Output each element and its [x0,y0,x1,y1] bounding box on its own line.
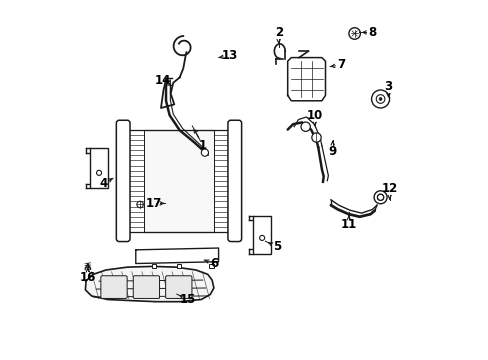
Text: 8: 8 [367,26,376,39]
Text: 16: 16 [80,271,96,284]
FancyBboxPatch shape [227,120,241,242]
Circle shape [375,95,384,103]
FancyBboxPatch shape [116,120,130,242]
Circle shape [201,149,208,156]
Circle shape [137,201,143,208]
Circle shape [311,133,321,142]
Text: 10: 10 [306,109,322,122]
Circle shape [378,98,381,100]
Bar [90,148,107,188]
Bar [253,216,270,254]
FancyBboxPatch shape [133,276,159,298]
Text: 6: 6 [209,257,218,270]
Polygon shape [136,248,218,264]
Circle shape [301,122,310,131]
Bar [177,264,181,268]
Circle shape [371,90,389,108]
Text: 5: 5 [272,240,281,253]
Polygon shape [85,266,213,302]
Text: 12: 12 [381,183,397,195]
Circle shape [348,28,360,39]
Text: 17: 17 [145,197,162,210]
Text: 9: 9 [328,145,336,158]
Text: 14: 14 [154,75,170,87]
Text: 4: 4 [99,177,107,190]
Text: 1: 1 [199,139,207,152]
Text: 7: 7 [337,58,345,71]
Text: 2: 2 [274,26,282,39]
Bar [151,264,156,268]
FancyBboxPatch shape [165,276,192,298]
Circle shape [377,194,383,201]
Bar [143,130,214,232]
Bar [209,264,213,268]
Text: 15: 15 [179,293,195,306]
Circle shape [373,191,386,204]
Text: 3: 3 [384,80,392,93]
Text: 13: 13 [221,49,237,62]
Polygon shape [287,58,325,101]
Text: 11: 11 [340,219,356,231]
FancyBboxPatch shape [101,276,127,298]
